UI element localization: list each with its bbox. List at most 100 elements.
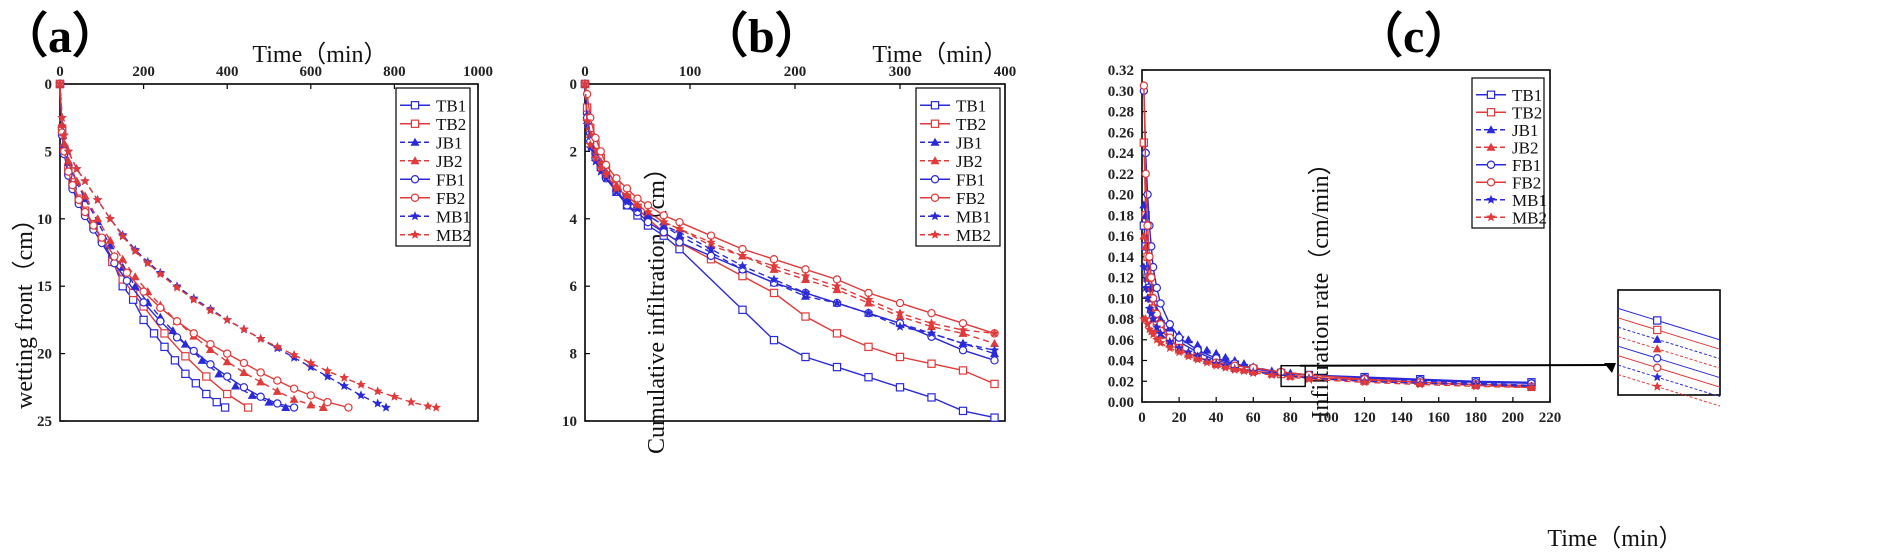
data-point (206, 339, 215, 349)
panel-label-b: （b） (700, 10, 823, 63)
data-point (990, 413, 999, 422)
y-tick-label: 0.22 (1108, 167, 1134, 183)
inset-marker (1653, 316, 1662, 325)
y-tick-label: 0.02 (1108, 374, 1134, 390)
data-point (895, 312, 905, 321)
data-point (63, 146, 74, 156)
data-point (273, 399, 282, 408)
legend-marker (930, 175, 940, 184)
legend-label: FB1 (1512, 156, 1541, 175)
data-point (1141, 169, 1150, 178)
y-tick-label: 15 (37, 279, 52, 295)
inset-line (1617, 355, 1721, 388)
data-point (172, 317, 182, 326)
data-point (1183, 351, 1194, 361)
y-tick-label: 5 (45, 144, 53, 160)
y-tick-label: 0.10 (1108, 291, 1134, 307)
data-point (1202, 345, 1212, 354)
data-point (239, 367, 249, 376)
inset-line (1617, 374, 1721, 407)
inset-marker (1652, 334, 1662, 343)
series-line (584, 83, 995, 335)
y-tick-label: 0.28 (1108, 105, 1134, 121)
data-point (57, 112, 67, 122)
panel-label-a: （a） (0, 10, 120, 63)
data-point (832, 298, 842, 308)
data-point (256, 377, 266, 386)
data-point (1174, 347, 1184, 357)
data-point (675, 238, 684, 247)
inset-marker (1653, 325, 1662, 335)
legend-box (1471, 77, 1545, 229)
data-point (130, 246, 140, 256)
legend-label: JB2 (956, 152, 982, 171)
y-tick-label: 10 (37, 212, 52, 228)
data-point (431, 402, 441, 412)
data-point (958, 346, 968, 355)
y-axis-title-a: wetting front（cm） (12, 207, 38, 409)
data-point (322, 371, 333, 381)
y-tick-label: 6 (570, 279, 578, 295)
data-point (659, 228, 668, 237)
series-mb2 (1139, 314, 1537, 392)
plot-frame (59, 83, 479, 422)
data-point (769, 274, 779, 284)
data-point (64, 167, 73, 176)
data-point (769, 288, 779, 298)
data-point (622, 196, 632, 206)
x-tick-label: 800 (383, 64, 406, 80)
data-point (214, 369, 224, 378)
legend-label: FB2 (436, 189, 465, 208)
data-point (659, 220, 669, 230)
legend-box (915, 87, 1001, 247)
data-point (601, 173, 611, 183)
y-tick-label: 25 (37, 414, 52, 430)
data-point (243, 403, 253, 412)
data-point (895, 383, 905, 392)
data-point (1202, 357, 1212, 367)
panel-a: （a） Time（min） wetting front（cm） 0 200 400 6… (0, 10, 493, 430)
panel-label-c: （c） (1355, 10, 1472, 63)
legend-label: MB2 (1512, 208, 1547, 227)
data-point (318, 403, 328, 412)
x-tick-label: 220 (1539, 410, 1562, 426)
data-point (222, 349, 232, 358)
legend-label: FB2 (956, 189, 985, 208)
legend-marker (1486, 178, 1496, 187)
data-point (272, 386, 282, 395)
data-point (197, 355, 207, 364)
x-tick-label: 20 (1172, 410, 1187, 426)
series-fb2 (55, 79, 353, 412)
data-point (706, 244, 716, 254)
series-mb1 (1139, 262, 1537, 391)
data-point (585, 143, 595, 153)
data-point (222, 357, 232, 366)
data-point (643, 207, 653, 217)
x-tick-label: 100 (679, 64, 702, 80)
legend-label: MB1 (436, 207, 471, 226)
data-point (205, 305, 216, 315)
x-tick-label: 60 (1246, 410, 1261, 426)
data-point (643, 210, 653, 220)
data-point (737, 261, 748, 270)
data-point (189, 346, 198, 356)
inset-line (1617, 326, 1721, 360)
x-axis-title-b: Time（min） (872, 42, 1007, 68)
x-tick-label: 200 (132, 64, 155, 80)
data-point (110, 252, 119, 261)
data-point (1139, 262, 1149, 272)
legend-marker (410, 119, 420, 128)
data-point (1165, 336, 1175, 346)
y-tick-label: 0.04 (1108, 354, 1135, 370)
y-tick-label: 0.06 (1108, 333, 1135, 349)
legend-label: TB1 (956, 96, 986, 115)
y-tick-label: 0.20 (1108, 188, 1134, 204)
legend-label: FB1 (956, 170, 985, 189)
data-point (189, 329, 198, 338)
data-point (372, 386, 383, 396)
data-point (1155, 337, 1166, 347)
data-point (590, 156, 601, 166)
legend-label: TB1 (1512, 86, 1542, 105)
legend-label: JB2 (1512, 138, 1538, 157)
